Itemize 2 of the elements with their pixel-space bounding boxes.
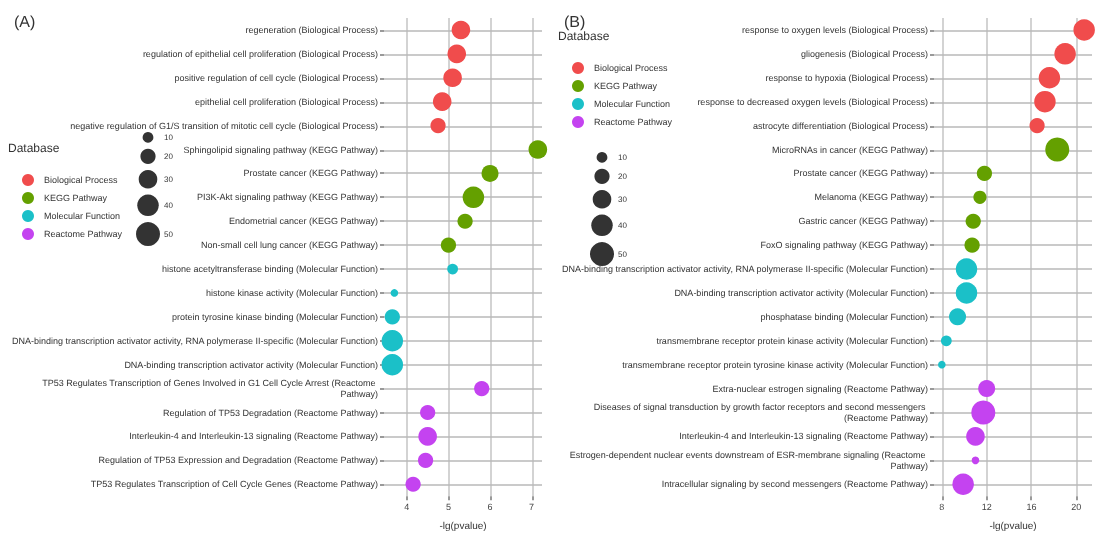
text: (B) bbox=[564, 13, 586, 31]
text: (A) bbox=[14, 13, 36, 31]
